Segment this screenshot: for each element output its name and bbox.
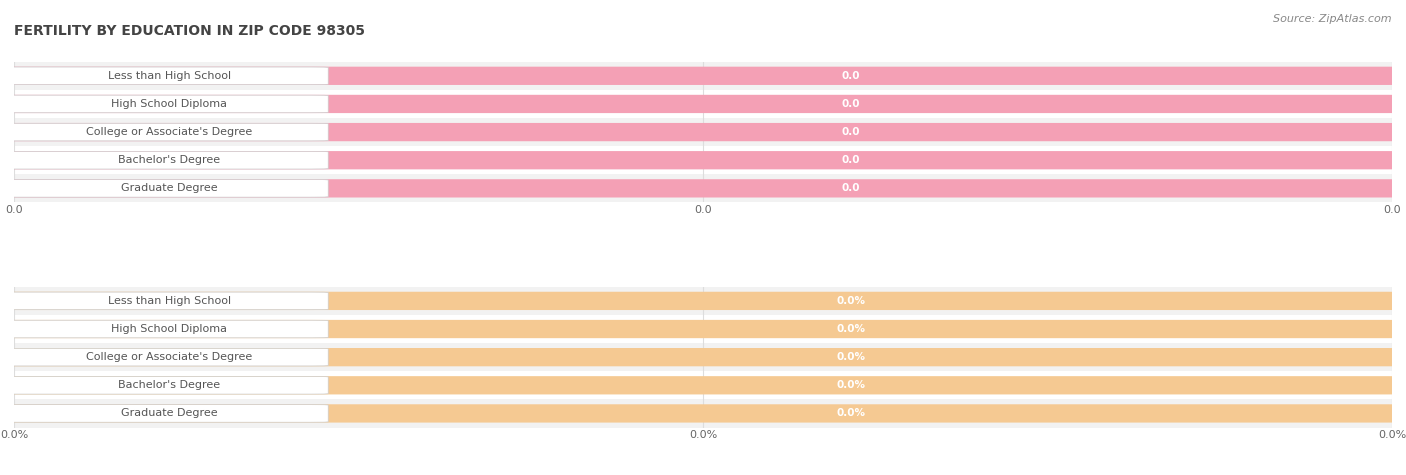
- Text: Bachelor's Degree: Bachelor's Degree: [118, 380, 221, 390]
- Text: Less than High School: Less than High School: [107, 296, 231, 306]
- FancyBboxPatch shape: [0, 376, 1406, 394]
- FancyBboxPatch shape: [0, 320, 1406, 338]
- Text: 0.0: 0.0: [842, 155, 860, 165]
- Text: Bachelor's Degree: Bachelor's Degree: [118, 155, 221, 165]
- FancyBboxPatch shape: [0, 292, 328, 310]
- FancyBboxPatch shape: [0, 377, 328, 394]
- Text: 0.0%: 0.0%: [837, 408, 866, 418]
- Bar: [14, 315, 1392, 343]
- Bar: [14, 343, 1392, 371]
- Text: Graduate Degree: Graduate Degree: [121, 183, 218, 193]
- Bar: [14, 287, 1392, 315]
- Text: High School Diploma: High School Diploma: [111, 99, 228, 109]
- Text: FERTILITY BY EDUCATION IN ZIP CODE 98305: FERTILITY BY EDUCATION IN ZIP CODE 98305: [14, 24, 366, 38]
- Text: 0.0: 0.0: [842, 99, 860, 109]
- Text: Source: ZipAtlas.com: Source: ZipAtlas.com: [1274, 14, 1392, 24]
- FancyBboxPatch shape: [0, 95, 328, 113]
- FancyBboxPatch shape: [0, 67, 328, 85]
- Bar: [14, 174, 1392, 202]
- FancyBboxPatch shape: [0, 292, 1406, 310]
- FancyBboxPatch shape: [0, 348, 328, 366]
- Bar: [14, 118, 1392, 146]
- FancyBboxPatch shape: [0, 152, 328, 169]
- FancyBboxPatch shape: [0, 124, 328, 141]
- FancyBboxPatch shape: [0, 95, 1406, 113]
- FancyBboxPatch shape: [0, 180, 328, 197]
- FancyBboxPatch shape: [0, 404, 1406, 423]
- Text: 0.0%: 0.0%: [837, 380, 866, 390]
- Text: College or Associate's Degree: College or Associate's Degree: [86, 127, 252, 137]
- FancyBboxPatch shape: [0, 123, 1406, 141]
- Bar: [14, 399, 1392, 428]
- Bar: [14, 146, 1392, 174]
- FancyBboxPatch shape: [0, 66, 1406, 85]
- FancyBboxPatch shape: [0, 179, 1406, 198]
- Text: 0.0: 0.0: [842, 127, 860, 137]
- Text: 0.0%: 0.0%: [837, 352, 866, 362]
- Text: Less than High School: Less than High School: [107, 71, 231, 81]
- Text: 0.0: 0.0: [842, 183, 860, 193]
- Text: High School Diploma: High School Diploma: [111, 324, 228, 334]
- Text: 0.0: 0.0: [842, 71, 860, 81]
- Text: 0.0%: 0.0%: [837, 324, 866, 334]
- Bar: [14, 371, 1392, 399]
- FancyBboxPatch shape: [0, 320, 328, 338]
- Text: Graduate Degree: Graduate Degree: [121, 408, 218, 418]
- Bar: [14, 62, 1392, 90]
- Text: College or Associate's Degree: College or Associate's Degree: [86, 352, 252, 362]
- Text: 0.0%: 0.0%: [837, 296, 866, 306]
- FancyBboxPatch shape: [0, 348, 1406, 366]
- Bar: [14, 90, 1392, 118]
- FancyBboxPatch shape: [0, 405, 328, 422]
- FancyBboxPatch shape: [0, 151, 1406, 170]
